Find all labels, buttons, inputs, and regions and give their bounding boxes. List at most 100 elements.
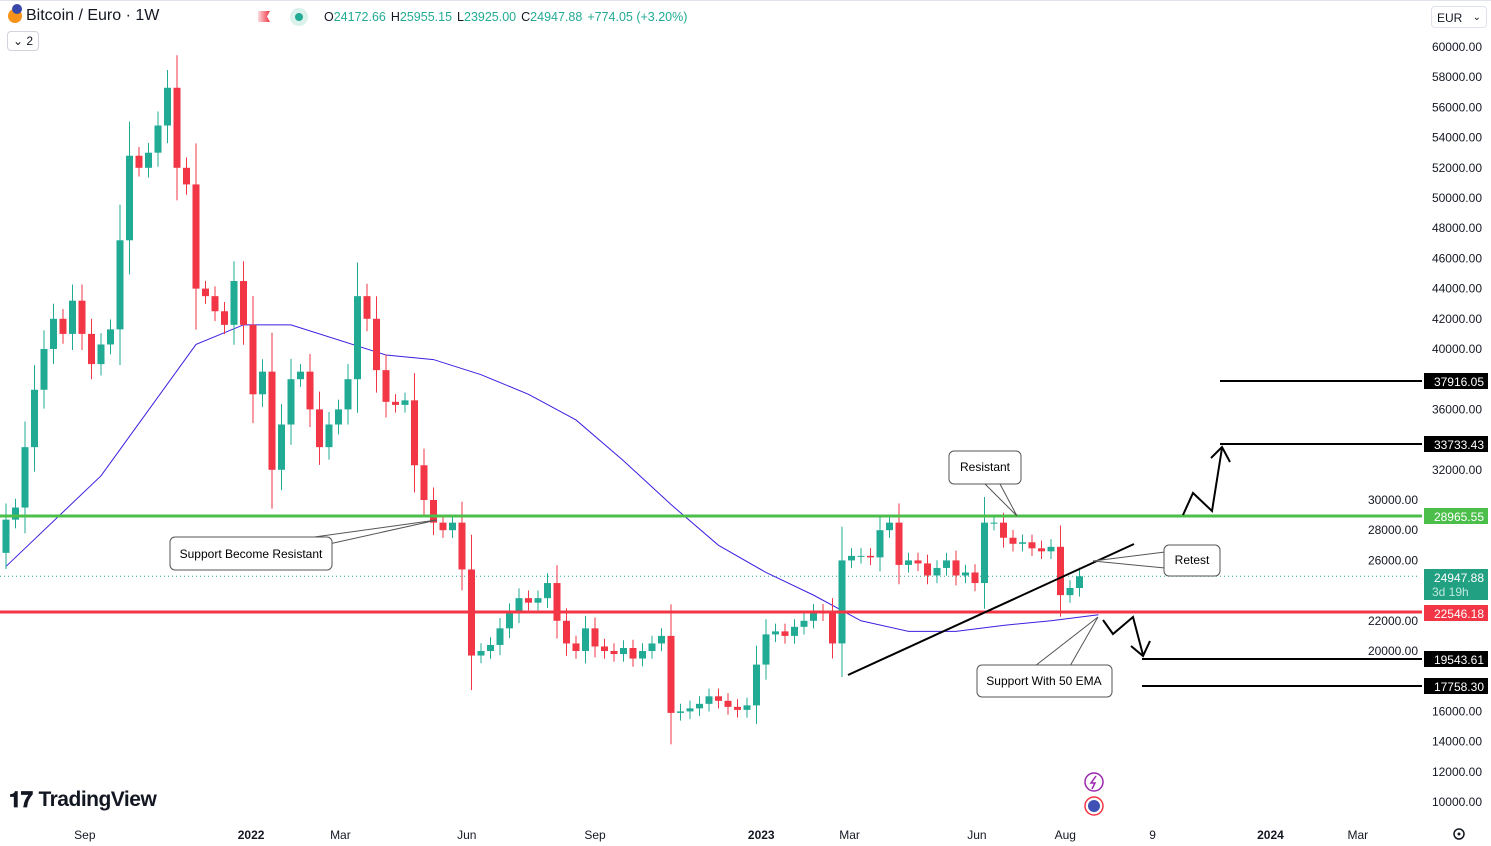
- candle-body: [145, 152, 152, 168]
- candle: [591, 617, 599, 658]
- candle-body: [430, 500, 437, 523]
- symbol-header[interactable]: Bitcoin / Euro · 1W: [8, 4, 160, 25]
- price-axis[interactable]: 60000.00 58000.00 56000.00 54000.00 52000.00…: [1368, 40, 1482, 809]
- tradingview-logo[interactable]: 𝟏𝟕 TradingView: [9, 787, 157, 812]
- candle-body: [287, 379, 295, 425]
- candle: [525, 590, 532, 611]
- candle-body: [952, 560, 960, 576]
- candle: [582, 615, 589, 664]
- y-tick-label: 28000.00: [1368, 523, 1418, 537]
- trend-line[interactable]: [847, 543, 1135, 676]
- candle-body: [221, 311, 228, 325]
- x-tick-label: 2023: [748, 828, 775, 842]
- candle: [230, 261, 238, 345]
- candle-body: [867, 555, 874, 558]
- candle-body: [658, 635, 665, 644]
- y-tick-label: 56000.00: [1432, 100, 1482, 114]
- candle: [943, 552, 950, 576]
- candle-body: [2, 519, 10, 553]
- price-label-level-3: 19543.61: [1424, 651, 1488, 667]
- candle-body: [230, 281, 238, 325]
- candle: [439, 514, 447, 538]
- callout-retest[interactable]: Retest: [1092, 544, 1221, 577]
- candle: [724, 693, 732, 715]
- candle-body: [487, 644, 494, 651]
- candle: [743, 697, 751, 718]
- candle-body: [1047, 546, 1055, 552]
- candle-body: [297, 371, 304, 380]
- candle: [990, 514, 998, 531]
- candle-body: [838, 560, 846, 644]
- earnings-event-icon[interactable]: [1084, 796, 1104, 816]
- candle-body: [857, 555, 865, 557]
- candles: [2, 55, 1083, 745]
- flag-icon[interactable]: [258, 11, 270, 22]
- candle: [867, 548, 874, 566]
- candle-body: [411, 400, 418, 466]
- candle-body: [183, 167, 190, 185]
- candle-body: [392, 401, 399, 405]
- candle: [344, 364, 352, 425]
- candle: [126, 121, 133, 275]
- callout-support-become-resistant[interactable]: Support Become Resistant: [169, 519, 438, 571]
- x-tick-label: Mar: [839, 828, 860, 842]
- candle-body: [88, 333, 95, 365]
- candle: [677, 703, 684, 721]
- candle: [876, 516, 884, 572]
- candle: [1066, 580, 1074, 603]
- candle: [50, 303, 57, 365]
- candle: [259, 359, 266, 407]
- y-tick-label: 30000.00: [1368, 493, 1418, 507]
- ema50-line: [5, 324, 1099, 632]
- candle-body: [458, 522, 466, 570]
- candle-body: [544, 583, 551, 599]
- candle-body: [914, 560, 922, 564]
- candle: [449, 514, 456, 538]
- candle-body: [382, 370, 390, 402]
- candle: [2, 503, 10, 570]
- candle-body: [116, 240, 124, 330]
- bullish-path-arrow[interactable]: [1182, 447, 1223, 516]
- candle-body: [477, 651, 485, 656]
- x-tick-label: Sep: [584, 828, 606, 842]
- candle: [401, 392, 409, 413]
- market-status-icon[interactable]: [290, 8, 308, 26]
- candle-body: [705, 696, 713, 704]
- candle: [610, 643, 618, 662]
- x-tick-label: 9: [1149, 828, 1156, 842]
- candle: [715, 688, 722, 709]
- candle-body: [905, 560, 912, 565]
- candle: [135, 146, 143, 177]
- candle-body: [259, 371, 266, 395]
- settings-gear-icon[interactable]: [1453, 828, 1465, 840]
- candle: [838, 526, 846, 678]
- candle-body: [772, 631, 779, 635]
- candle-body: [107, 329, 114, 345]
- bearish-path-arrow[interactable]: [1102, 615, 1144, 656]
- currency-select[interactable]: EUR ⌄: [1431, 6, 1487, 28]
- time-axis[interactable]: Sep 2022 Mar Jun Sep 2023 Mar Jun Aug 9 2024 Mar: [74, 828, 1368, 842]
- callout-resistant[interactable]: Resistant: [948, 450, 1022, 517]
- x-tick-label: Mar: [1348, 828, 1369, 842]
- candle: [325, 412, 333, 460]
- candle-body: [401, 400, 409, 405]
- symbol-title: Bitcoin / Euro · 1W: [26, 7, 160, 24]
- candle-body: [126, 155, 133, 241]
- price-label-level-1: 37916.05: [1424, 373, 1488, 389]
- flash-event-icon[interactable]: [1084, 772, 1104, 792]
- chevron-down-icon: ⌄: [13, 34, 27, 48]
- y-tick-label: 14000.00: [1432, 735, 1482, 749]
- candle: [914, 552, 922, 572]
- candle-body: [1000, 522, 1007, 538]
- candle: [629, 639, 637, 667]
- price-label-level-2: 33733.43: [1424, 436, 1488, 452]
- collapse-indicators-button[interactable]: ⌄ 2: [7, 31, 40, 51]
- callout-label: Resistant: [960, 460, 1011, 474]
- candle: [316, 391, 323, 465]
- y-tick-label: 12000.00: [1432, 765, 1482, 779]
- candle-body: [629, 647, 637, 659]
- bar-countdown: 3d 19h: [1432, 585, 1469, 599]
- top-border: [0, 0, 1491, 1]
- callout-support-50-ema[interactable]: Support With 50 EMA: [976, 616, 1113, 698]
